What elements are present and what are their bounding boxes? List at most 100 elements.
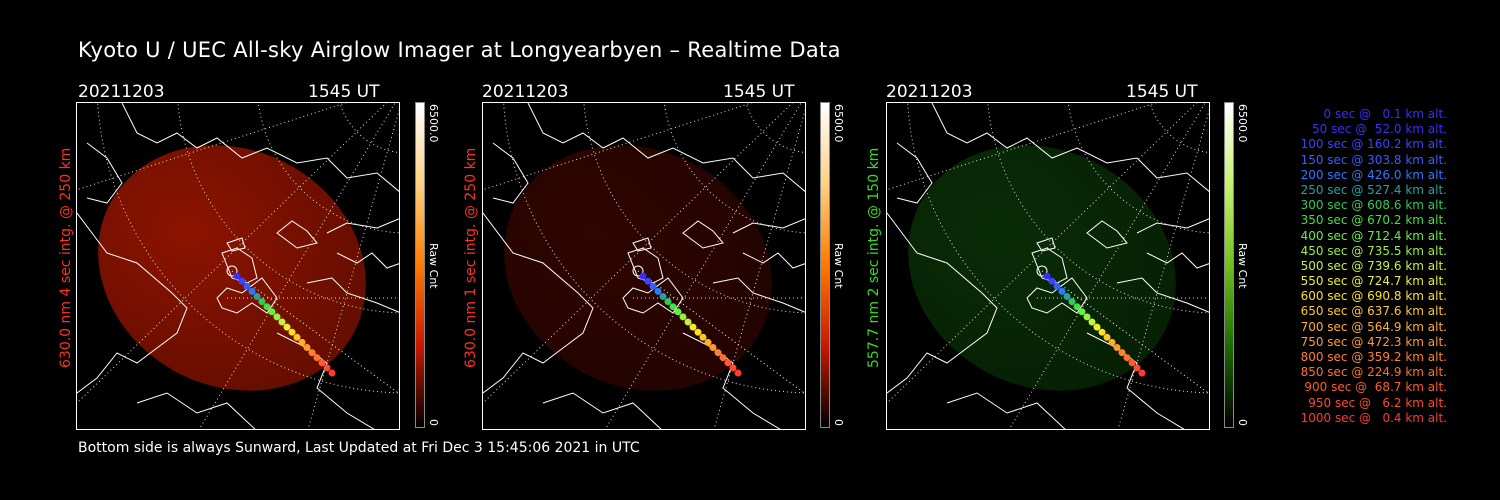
panel1-colorbar-max: 6500.0 <box>427 104 440 143</box>
airglow-region <box>98 145 366 391</box>
legend-row: 100 sec @ 160.2 km alt. <box>1300 137 1447 152</box>
trajectory-point <box>699 333 707 341</box>
trajectory-point <box>1123 354 1131 362</box>
panel1-date: 20211203 <box>78 82 165 102</box>
legend-row: 300 sec @ 608.6 km alt. <box>1300 198 1447 213</box>
legend-row: 650 sec @ 637.6 km alt. <box>1300 304 1447 319</box>
trajectory-point <box>734 369 742 377</box>
panel1-time: 1545 UT <box>308 82 380 102</box>
trajectory-point <box>1133 364 1141 372</box>
legend-row: 0 sec @ 0.1 km alt. <box>1323 107 1448 121</box>
legend-row: 750 sec @ 472.3 km alt. <box>1300 334 1447 349</box>
trajectory-point <box>1063 293 1071 300</box>
panel2-allsky-image <box>482 102 806 430</box>
trajectory-legend: 0 sec @ 0.1 km alt. 50 sec @ 52.0 km alt.… <box>1262 107 1447 426</box>
trajectory-point <box>649 282 657 290</box>
trajectory-point <box>303 344 311 351</box>
trajectory-point <box>669 303 677 311</box>
trajectory-point <box>1053 282 1061 290</box>
trajectory-point <box>1103 333 1111 341</box>
legend-row: 900 sec @ 68.7 km alt. <box>1304 380 1447 395</box>
trajectory-point <box>288 328 296 336</box>
trajectory-point <box>308 349 316 357</box>
trajectory-point <box>729 364 737 372</box>
trajectory-point <box>664 298 672 306</box>
trajectory-point <box>1068 298 1076 306</box>
legend-row: 1000 sec @ 0.4 km alt. <box>1300 410 1447 425</box>
trajectory-line <box>637 270 805 395</box>
trajectory-point <box>674 308 682 316</box>
trajectory-point <box>1083 313 1091 321</box>
legend-row: 500 sec @ 739.6 km alt. <box>1300 258 1447 273</box>
trajectory-point <box>1118 349 1126 357</box>
airglow-region <box>504 145 772 391</box>
trajectory-point <box>268 308 276 316</box>
trajectory-point <box>323 364 331 372</box>
legend-row: 150 sec @ 303.8 km alt. <box>1300 152 1447 167</box>
legend-row: 800 sec @ 359.2 km alt. <box>1300 350 1447 364</box>
panel3-colorbar <box>1224 102 1234 428</box>
legend-row: 850 sec @ 224.9 km alt. <box>1300 365 1447 380</box>
airglow-region <box>908 145 1176 391</box>
panel1-colorbar-min: 0 <box>427 419 440 426</box>
legend-row: 50 sec @ 52.0 km alt. <box>1312 122 1447 137</box>
trajectory-point <box>1098 328 1106 336</box>
trajectory-point <box>689 323 697 331</box>
trajectory-point <box>1128 359 1136 367</box>
panel3-allsky-image <box>886 102 1210 430</box>
trajectory-point <box>253 293 261 300</box>
panel3-colorbar-max: 6500.0 <box>1236 104 1249 143</box>
panel2-date: 20211203 <box>482 82 569 102</box>
coastline-map <box>887 103 1209 429</box>
legend-row: 250 sec @ 527.4 km alt. <box>1300 182 1447 197</box>
panel3-colorbar-unit: Raw Cnt <box>1236 243 1249 289</box>
trajectory-point <box>1043 272 1051 280</box>
trajectory-point <box>273 313 281 321</box>
trajectory-point <box>318 359 326 367</box>
trajectory-point <box>714 349 722 357</box>
trajectory-point <box>709 344 717 351</box>
panel3-colorbar-min: 0 <box>1236 419 1249 426</box>
trajectory-point <box>226 265 238 277</box>
trajectory-point <box>298 338 306 346</box>
trajectory-point <box>278 318 286 326</box>
trajectory-point <box>1058 287 1066 295</box>
legend-row: 200 sec @ 426.0 km alt. <box>1300 167 1447 182</box>
trajectory-point <box>1036 265 1048 277</box>
panel1-wavelength-label: 630.0 nm 4 sec intg. @ 250 km <box>58 147 74 368</box>
panel2-colorbar-unit: Raw Cnt <box>832 243 845 289</box>
trajectory-point <box>263 303 271 311</box>
legend-row: 350 sec @ 670.2 km alt. <box>1300 213 1447 228</box>
trajectory-point <box>313 354 321 362</box>
panel2-colorbar <box>820 102 830 428</box>
legend-row: 700 sec @ 564.9 km alt. <box>1300 319 1447 334</box>
panel3-date: 20211203 <box>886 82 973 102</box>
trajectory-point <box>694 328 702 336</box>
panel2-colorbar-max: 6500.0 <box>832 104 845 143</box>
trajectory-point <box>243 282 251 290</box>
panel2-time: 1545 UT <box>723 82 795 102</box>
trajectory-point <box>679 313 687 321</box>
trajectory-point <box>1108 338 1116 346</box>
trajectory-point <box>724 359 732 367</box>
trajectory-point <box>632 265 644 277</box>
trajectory-point <box>238 277 246 285</box>
coastline-map <box>77 103 399 429</box>
trajectory-point <box>1073 303 1081 311</box>
page-title: Kyoto U / UEC All-sky Airglow Imager at … <box>78 38 841 62</box>
trajectory-point <box>258 298 266 306</box>
trajectory-point <box>1078 308 1086 316</box>
trajectory-point <box>684 318 692 326</box>
legend-row: 550 sec @ 724.7 km alt. <box>1300 274 1447 289</box>
trajectory-line <box>231 270 399 395</box>
trajectory-point <box>639 272 647 280</box>
trajectory-point <box>719 354 727 362</box>
panel2-colorbar-min: 0 <box>832 419 845 426</box>
trajectory-point <box>1093 323 1101 331</box>
legend-row: 600 sec @ 690.8 km alt. <box>1300 289 1447 304</box>
trajectory-point <box>644 277 652 285</box>
legend-row: 400 sec @ 712.4 km alt. <box>1300 228 1447 243</box>
trajectory-line <box>1041 270 1209 395</box>
legend-row: 450 sec @ 735.5 km alt. <box>1300 243 1447 258</box>
trajectory-point <box>248 287 256 295</box>
